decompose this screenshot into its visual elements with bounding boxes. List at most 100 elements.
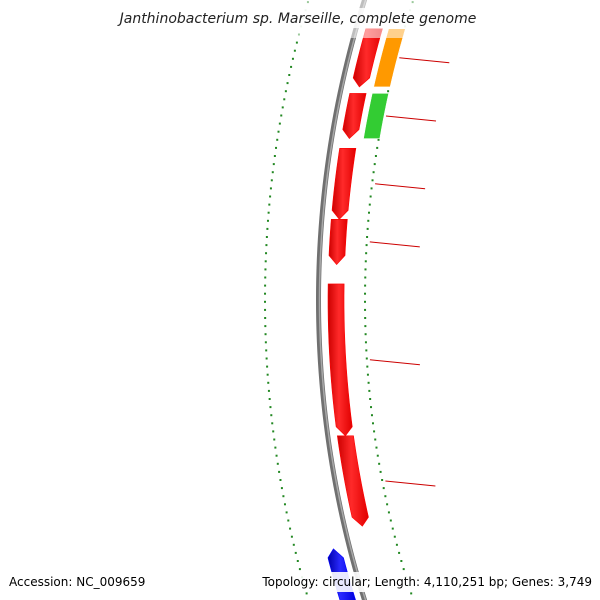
inner-ruler-dot xyxy=(290,65,293,68)
inner-ruler-dot xyxy=(288,74,291,76)
inner-ruler-dot xyxy=(277,130,280,133)
inner-ruler-dot xyxy=(264,292,267,295)
inner-ruler-dot xyxy=(273,155,276,157)
inner-ruler-dot xyxy=(264,268,267,271)
outer-ruler-dot xyxy=(364,325,367,328)
outer-ruler-dot xyxy=(402,568,405,571)
outer-ruler xyxy=(364,1,414,595)
outer-ruler-dot xyxy=(387,90,390,93)
inner-ruler-dot xyxy=(296,560,299,562)
outer-ruler-dot xyxy=(374,438,377,441)
cog-block xyxy=(363,93,389,139)
inner-ruler-dot xyxy=(293,49,296,52)
outer-ruler-dot xyxy=(370,406,373,409)
inner-ruler-dot xyxy=(267,211,270,214)
gene-arrow xyxy=(352,28,383,88)
outer-ruler-dot xyxy=(374,155,377,157)
footer-background xyxy=(0,572,600,592)
inner-ruler-dot xyxy=(280,487,283,490)
inner-ruler-dot xyxy=(278,122,281,125)
gene-label-leader xyxy=(369,241,420,248)
outer-ruler-dot xyxy=(364,300,367,303)
gene-label-leader xyxy=(385,480,436,487)
inner-ruler-dot xyxy=(264,308,267,311)
inner-ruler-dot xyxy=(275,454,278,457)
inner-ruler-dot xyxy=(283,503,286,506)
outer-ruler-dot xyxy=(387,511,390,514)
outer-ruler-dot xyxy=(386,503,389,506)
inner-ruler-dot xyxy=(278,470,281,473)
outer-ruler-dot xyxy=(364,284,367,287)
outer-ruler-dot xyxy=(371,179,374,182)
inner-ruler-dot xyxy=(274,446,277,449)
inner-ruler-dot xyxy=(271,422,274,425)
gene-label-leader xyxy=(385,115,437,122)
accession-text: Accession: NC_009659 xyxy=(9,575,145,589)
inner-ruler-dot xyxy=(269,406,272,409)
inner-ruler-dot xyxy=(276,138,279,141)
gene-label-leader xyxy=(399,57,450,64)
backbone-track xyxy=(315,0,368,600)
outer-ruler-dot xyxy=(364,333,367,336)
gene-label-leader xyxy=(369,359,420,366)
inner-ruler-dot xyxy=(284,90,287,93)
outer-ruler-dot xyxy=(379,470,382,473)
inner-ruler-dot xyxy=(266,227,269,230)
inner-ruler-dot xyxy=(285,511,288,514)
inner-ruler-dot xyxy=(264,284,267,287)
gene-labels xyxy=(369,57,450,487)
outer-ruler-dot xyxy=(364,268,367,271)
inner-ruler-dot xyxy=(271,171,274,174)
inner-ruler-dot xyxy=(268,203,271,206)
outer-ruler-dot xyxy=(366,227,369,230)
outer-ruler-dot xyxy=(364,260,367,263)
inner-ruler-dot xyxy=(264,260,267,263)
inner-ruler-dot xyxy=(295,41,298,44)
inner-ruler-dot xyxy=(272,430,275,433)
outer-ruler-dot xyxy=(364,292,367,295)
inner-ruler-dot xyxy=(269,195,272,198)
outer-ruler-dot xyxy=(384,495,387,498)
outer-ruler-dot xyxy=(400,560,403,562)
gene-arrow xyxy=(336,435,369,527)
inner-ruler-dot xyxy=(265,349,268,352)
inner-ruler-dot xyxy=(289,527,292,530)
inner-ruler-dot xyxy=(264,341,267,344)
outer-ruler-dot xyxy=(389,519,392,522)
outer-ruler-dot xyxy=(368,203,371,206)
outer-ruler-dot xyxy=(370,187,373,190)
outer-ruler-dot xyxy=(381,479,384,481)
backbone-highlight xyxy=(318,0,367,600)
inner-ruler-dot xyxy=(273,438,276,441)
outer-ruler-dot xyxy=(382,487,385,490)
outer-ruler-dot xyxy=(365,357,368,360)
inner-ruler-dot xyxy=(267,381,270,384)
inner-ruler-dot xyxy=(265,252,268,255)
outer-ruler-dot xyxy=(373,163,376,166)
outer-ruler-dot xyxy=(377,138,380,141)
inner-ruler-dot xyxy=(281,106,284,109)
outer-ruler-dot xyxy=(367,381,370,384)
inner-ruler-dot xyxy=(286,82,289,85)
outer-ruler-dot xyxy=(365,244,368,247)
inner-ruler-dot xyxy=(265,236,268,238)
outer-ruler-dot xyxy=(410,592,413,595)
outer-ruler-dot xyxy=(393,535,396,538)
outer-ruler-dot xyxy=(364,317,367,319)
outer-ruler-dot xyxy=(376,454,379,457)
outer-ruler-dot xyxy=(375,446,378,449)
inner-ruler-dot xyxy=(264,300,267,303)
inner-ruler-dot xyxy=(265,244,268,247)
gene-arrow xyxy=(331,147,357,220)
backbone-line xyxy=(315,0,368,600)
gene-arrow xyxy=(327,283,353,437)
inner-ruler-dot xyxy=(272,163,275,166)
outer-ruler-dot xyxy=(373,430,376,433)
outer-ruler-dot xyxy=(364,308,367,311)
title-background xyxy=(120,8,480,28)
inner-ruler-dot xyxy=(290,535,293,538)
cog-block xyxy=(373,28,406,88)
outer-ruler-dot xyxy=(366,373,369,376)
outer-ruler-dot xyxy=(395,543,398,546)
inner-ruler-dot xyxy=(266,365,269,368)
